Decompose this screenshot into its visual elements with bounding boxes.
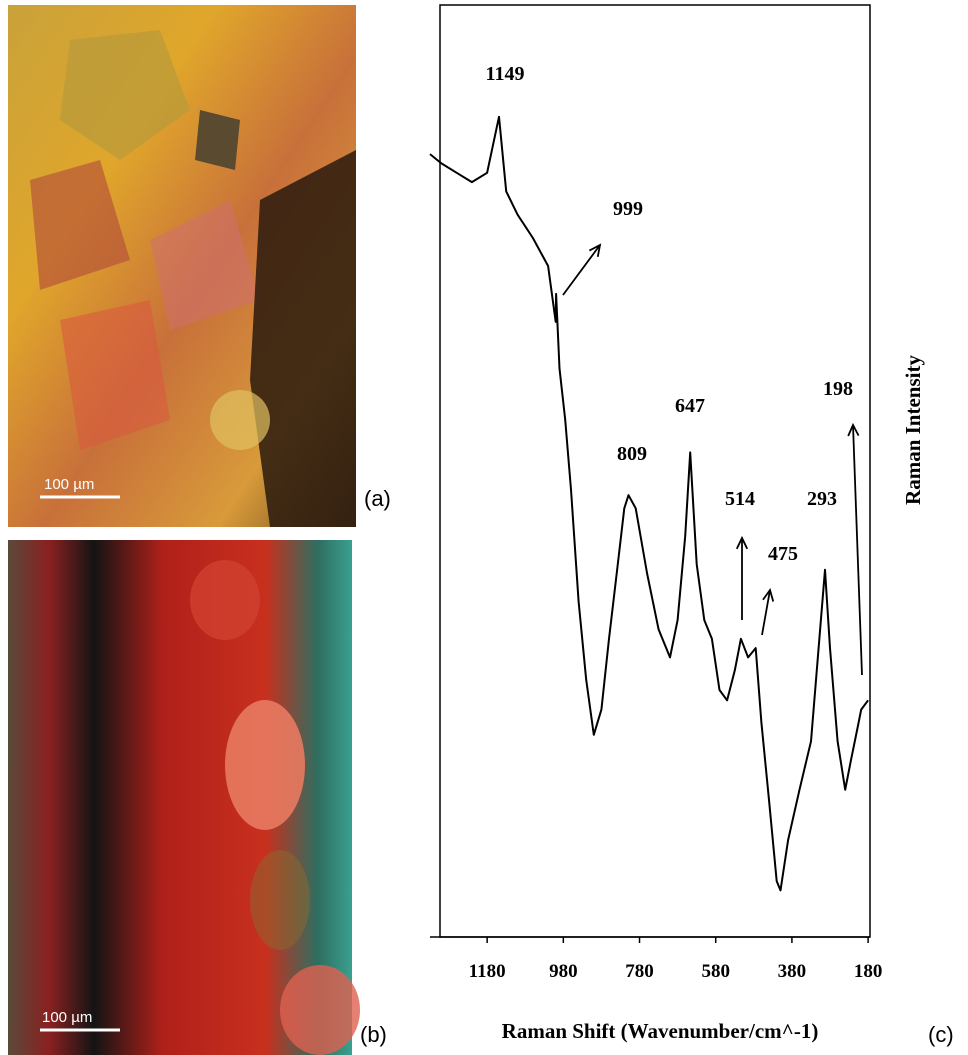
peak-label: 475 xyxy=(768,543,798,565)
x-tick-label: 180 xyxy=(854,961,883,982)
panel-tag: (b) xyxy=(360,1022,387,1047)
peak-label: 809 xyxy=(617,443,647,465)
x-axis-label: Raman Shift (Wavenumber/cm^-1) xyxy=(502,1019,819,1043)
scale-bar-label: 100 µm xyxy=(44,476,94,493)
peak-label: 1149 xyxy=(486,63,525,85)
spectrum-line xyxy=(430,117,868,891)
peak-label: 647 xyxy=(675,395,705,417)
plot-frame xyxy=(440,5,870,937)
panel-tag: (c) xyxy=(928,1022,954,1047)
peak-label: 999 xyxy=(613,198,643,220)
peak-label: 293 xyxy=(807,488,837,510)
scale-bar-label: 100 µm xyxy=(42,1009,92,1026)
figure: 100 µm (a) 100 µm (b) Raman Shift (Waven… xyxy=(0,0,968,1055)
peak-label: 198 xyxy=(823,378,853,400)
panel-tag: (a) xyxy=(364,486,391,511)
peak-arrow xyxy=(563,245,600,295)
x-tick-label: 980 xyxy=(549,961,578,982)
x-tick-label: 580 xyxy=(701,961,730,982)
peak-arrow xyxy=(853,425,862,675)
micrograph-a: 100 µm xyxy=(8,5,356,527)
peak-label: 514 xyxy=(725,488,755,510)
y-axis-label: Raman Intensity xyxy=(901,355,925,505)
x-tick-label: 780 xyxy=(625,961,654,982)
x-tick-label: 1180 xyxy=(469,961,506,982)
micrograph-b: 100 µm xyxy=(8,540,360,1055)
x-tick-label: 380 xyxy=(778,961,807,982)
